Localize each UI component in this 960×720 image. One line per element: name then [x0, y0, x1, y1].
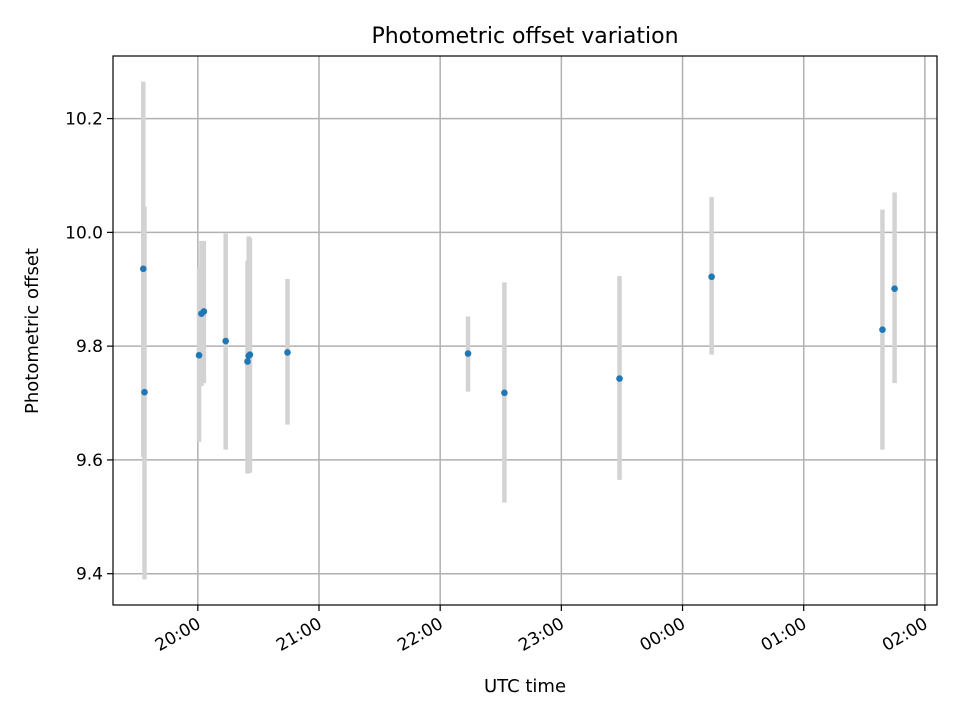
data-point [222, 337, 229, 345]
data-point [708, 273, 715, 281]
data-point [141, 388, 148, 396]
data-point [284, 349, 291, 356]
data-point [464, 350, 472, 357]
plot-frame [112, 55, 938, 606]
data-point [246, 351, 254, 358]
y-tick-label: 9.6 [76, 451, 103, 471]
y-tick-label: 9.8 [76, 337, 103, 357]
x-axis-label: UTC time [484, 676, 566, 697]
data-point [244, 358, 251, 365]
y-tick-label: 10.2 [65, 110, 103, 130]
data-point [200, 308, 208, 315]
y-tick-label: 9.4 [76, 565, 103, 585]
data-point [879, 326, 886, 333]
data-point [195, 351, 203, 359]
data-points [139, 265, 898, 397]
data-point [891, 285, 898, 292]
data-point [139, 265, 147, 273]
y-axis-label: Photometric offset [22, 248, 43, 414]
y-tick-label: 10.0 [65, 223, 103, 243]
chart-title: Photometric offset variation [371, 24, 678, 49]
y-axis: 9.4 9.6 9.8 10.0 10.2 [65, 110, 113, 585]
data-point [616, 375, 623, 382]
data-point [501, 389, 508, 397]
